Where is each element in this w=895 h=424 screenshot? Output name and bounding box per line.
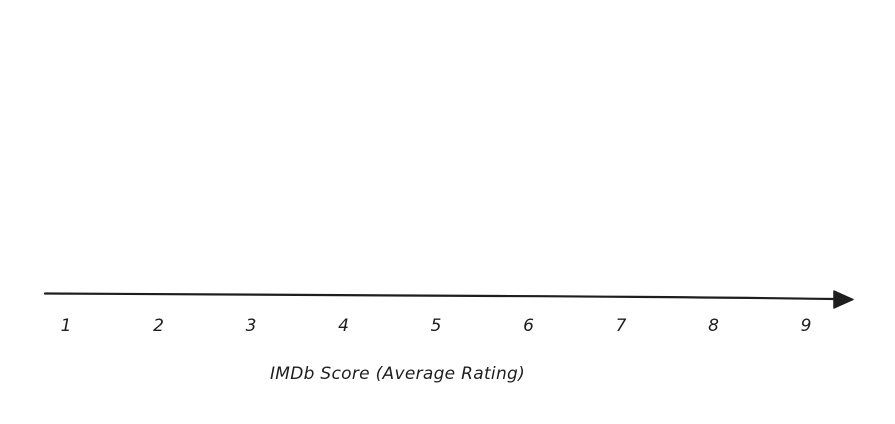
tick-label-9: 9: [800, 316, 812, 336]
tick-label-2: 2: [153, 316, 164, 336]
tick-label-3: 3: [245, 316, 257, 336]
tick-label-1: 1: [60, 316, 72, 336]
axis-title: IMDb Score (Average Rating): [269, 364, 526, 384]
tick-label-7: 7: [615, 316, 627, 336]
axis-arrowhead: [833, 290, 854, 309]
tick-label-6: 6: [523, 316, 534, 336]
axis-line: [43, 292, 838, 301]
tick-label-4: 4: [338, 316, 349, 336]
tick-label-8: 8: [708, 316, 719, 336]
tick-label-5: 5: [430, 316, 442, 336]
